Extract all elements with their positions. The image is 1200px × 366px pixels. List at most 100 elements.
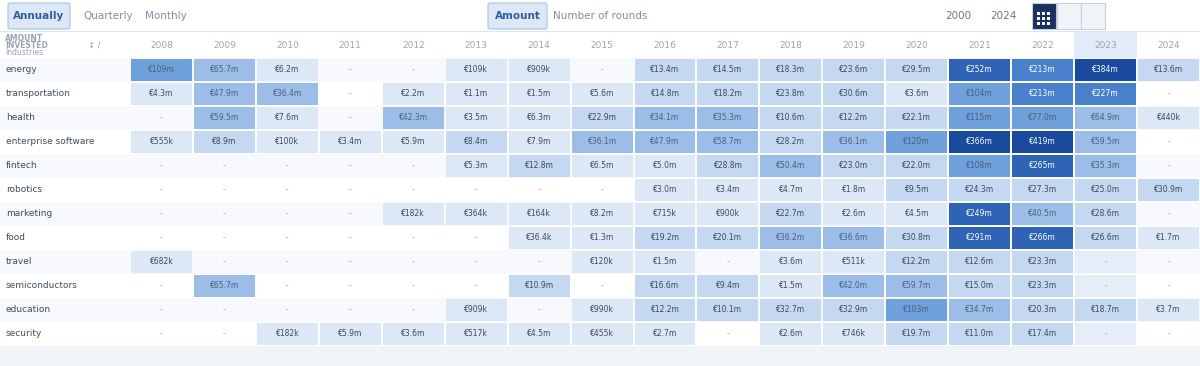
Text: €7.6m: €7.6m	[275, 113, 300, 123]
Text: €23.8m: €23.8m	[776, 90, 805, 98]
Text: €746k: €746k	[842, 329, 866, 339]
Bar	[131, 203, 192, 225]
Text: -: -	[1104, 258, 1106, 266]
Bar	[761, 107, 821, 129]
Text: €1.5m: €1.5m	[653, 258, 677, 266]
Text: €9.5m: €9.5m	[905, 186, 929, 194]
Bar	[445, 107, 506, 129]
Bar	[0, 250, 1200, 274]
Text: €11.0m: €11.0m	[965, 329, 995, 339]
Text: -: -	[160, 306, 163, 314]
Text: -: -	[538, 186, 540, 194]
Bar	[445, 203, 506, 225]
Text: €30.9m: €30.9m	[1154, 186, 1183, 194]
Bar	[0, 202, 1200, 226]
Bar	[1075, 275, 1136, 297]
Text: €6.2m: €6.2m	[275, 66, 300, 75]
Text: €13.6m: €13.6m	[1154, 66, 1183, 75]
Bar	[1138, 227, 1199, 249]
Bar	[1046, 22, 1050, 25]
Text: energy: energy	[6, 66, 37, 75]
Bar	[1042, 22, 1045, 25]
Bar	[383, 323, 444, 345]
Bar	[697, 155, 758, 177]
Text: €9.4m: €9.4m	[715, 281, 740, 291]
Bar	[887, 251, 947, 273]
Bar	[320, 323, 380, 345]
Text: €4.7m: €4.7m	[779, 186, 803, 194]
Text: travel: travel	[6, 258, 32, 266]
Text: €47.9m: €47.9m	[210, 90, 239, 98]
Bar	[320, 131, 380, 153]
Text: €115m: €115m	[966, 113, 994, 123]
Text: €34.1m: €34.1m	[650, 113, 679, 123]
Text: semiconductors: semiconductors	[6, 281, 78, 291]
Bar	[949, 251, 1010, 273]
Bar	[0, 106, 1200, 130]
Bar	[509, 299, 570, 321]
Bar	[257, 251, 318, 273]
Text: €5.6m: €5.6m	[590, 90, 614, 98]
Text: 2013: 2013	[464, 41, 487, 49]
Bar	[887, 59, 947, 81]
Text: €20.1m: €20.1m	[714, 234, 743, 243]
Text: €2.6m: €2.6m	[841, 209, 866, 219]
Text: €109k: €109k	[464, 66, 488, 75]
Bar	[131, 227, 192, 249]
Text: -: -	[349, 209, 352, 219]
Text: €3.6m: €3.6m	[905, 90, 929, 98]
Bar	[320, 203, 380, 225]
Text: €28.8m: €28.8m	[714, 161, 743, 171]
Bar	[383, 251, 444, 273]
Bar	[509, 251, 570, 273]
Bar	[697, 251, 758, 273]
Text: €4.3m: €4.3m	[149, 90, 174, 98]
Text: €32.7m: €32.7m	[776, 306, 805, 314]
Bar	[131, 107, 192, 129]
Bar	[697, 179, 758, 201]
Bar	[823, 179, 884, 201]
Bar	[0, 154, 1200, 178]
Text: -: -	[412, 66, 415, 75]
Bar	[571, 299, 632, 321]
Text: Amount: Amount	[494, 11, 540, 21]
Text: €77.0m: €77.0m	[1028, 113, 1057, 123]
Text: -: -	[726, 258, 730, 266]
Text: €27.3m: €27.3m	[1028, 186, 1057, 194]
Text: €909k: €909k	[464, 306, 488, 314]
Bar	[635, 155, 696, 177]
Bar	[383, 83, 444, 105]
Text: €517k: €517k	[464, 329, 488, 339]
Bar	[1012, 203, 1073, 225]
Bar	[1075, 107, 1136, 129]
Text: -: -	[286, 186, 289, 194]
Bar	[0, 58, 1200, 82]
Bar	[949, 155, 1010, 177]
Text: €419m: €419m	[1030, 138, 1056, 146]
Text: -: -	[286, 161, 289, 171]
Bar	[0, 82, 1200, 106]
Bar	[1075, 227, 1136, 249]
Text: -: -	[349, 66, 352, 75]
Bar	[1138, 299, 1199, 321]
Bar	[761, 83, 821, 105]
Text: €3.4m: €3.4m	[338, 138, 362, 146]
Bar	[571, 107, 632, 129]
Bar	[761, 131, 821, 153]
Bar	[823, 83, 884, 105]
Bar	[949, 227, 1010, 249]
FancyBboxPatch shape	[8, 3, 70, 29]
Text: €2.7m: €2.7m	[653, 329, 677, 339]
Bar	[635, 299, 696, 321]
Bar	[697, 131, 758, 153]
Bar	[257, 227, 318, 249]
Bar	[257, 155, 318, 177]
Bar	[887, 83, 947, 105]
Bar	[635, 227, 696, 249]
Bar	[445, 83, 506, 105]
Text: €58.7m: €58.7m	[713, 138, 743, 146]
Text: -: -	[726, 329, 730, 339]
Text: €35.3m: €35.3m	[713, 113, 743, 123]
Bar	[697, 323, 758, 345]
Bar	[194, 131, 254, 153]
